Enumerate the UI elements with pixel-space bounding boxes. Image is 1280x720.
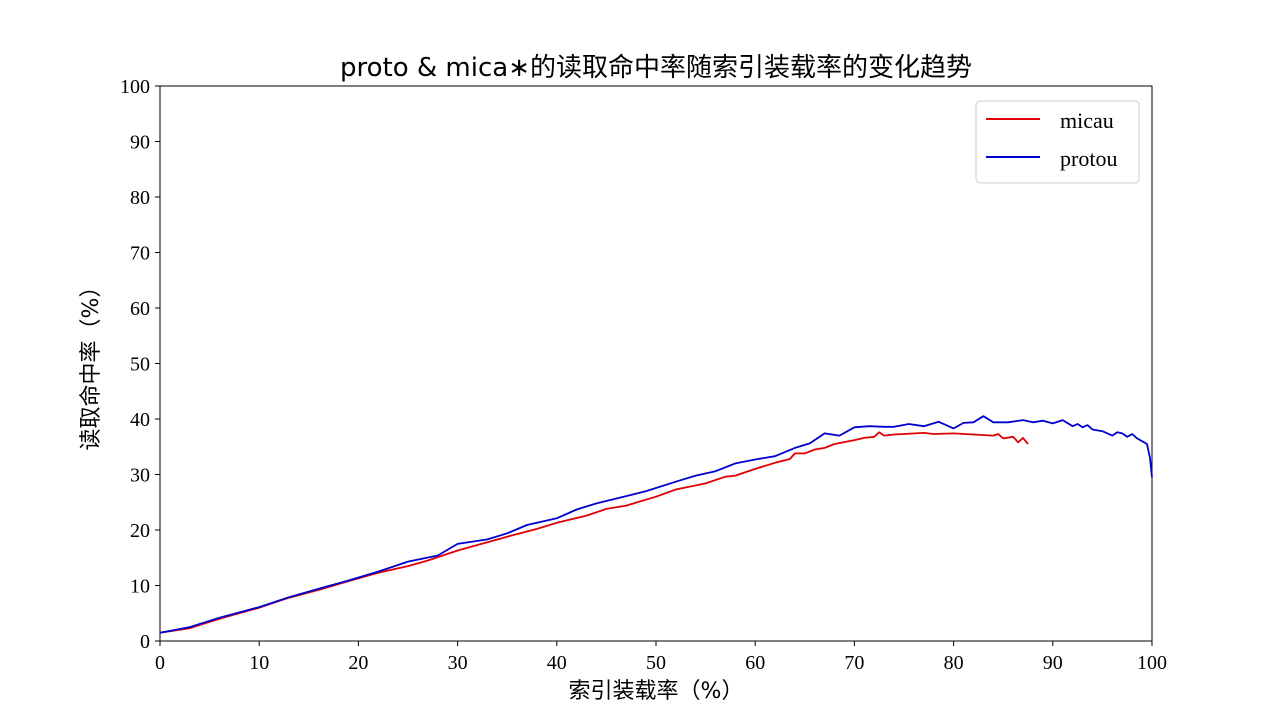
- x-tick-label: 20: [348, 652, 368, 674]
- y-axis: 0 10 20 30 40 50 60 70 80 90 100: [120, 76, 160, 653]
- y-tick-label: 80: [130, 187, 150, 209]
- legend-label-protou: protou: [1060, 146, 1117, 171]
- y-tick-label: 100: [120, 76, 150, 98]
- x-axis: 0 10 20 30 40 50 60 70 80 90 100: [155, 641, 1167, 674]
- x-tick-label: 50: [646, 652, 666, 674]
- y-tick-label: 10: [130, 576, 150, 598]
- y-tick-label: 30: [130, 465, 150, 487]
- y-tick-label: 0: [140, 631, 150, 653]
- x-tick-label: 100: [1137, 652, 1167, 674]
- y-axis-label: 读取命中率（%）: [79, 276, 104, 451]
- y-tick-label: 20: [130, 520, 150, 542]
- legend: micau protou: [975, 100, 1140, 184]
- x-tick-label: 80: [944, 652, 964, 674]
- legend-box: [975, 100, 1140, 184]
- x-tick-label: 0: [155, 652, 165, 674]
- series-line-protou: [159, 415, 1153, 634]
- x-tick-label: 30: [448, 652, 468, 674]
- chart-title: proto & mica∗的读取命中率随索引装载率的变化趋势: [340, 53, 972, 83]
- x-tick-label: 10: [249, 652, 269, 674]
- series-line-micau: [159, 431, 1029, 634]
- legend-label-micau: micau: [1060, 108, 1114, 133]
- y-tick-label: 70: [130, 243, 150, 265]
- x-tick-label: 90: [1043, 652, 1063, 674]
- x-tick-label: 60: [745, 652, 765, 674]
- x-tick-label: 70: [844, 652, 864, 674]
- x-axis-label: 索引装载率（%）: [569, 679, 744, 704]
- y-tick-label: 50: [130, 354, 150, 376]
- y-tick-label: 40: [130, 409, 150, 431]
- y-tick-label: 90: [130, 132, 150, 154]
- x-tick-label: 40: [547, 652, 567, 674]
- series-layer: [159, 415, 1153, 634]
- y-tick-label: 60: [130, 298, 150, 320]
